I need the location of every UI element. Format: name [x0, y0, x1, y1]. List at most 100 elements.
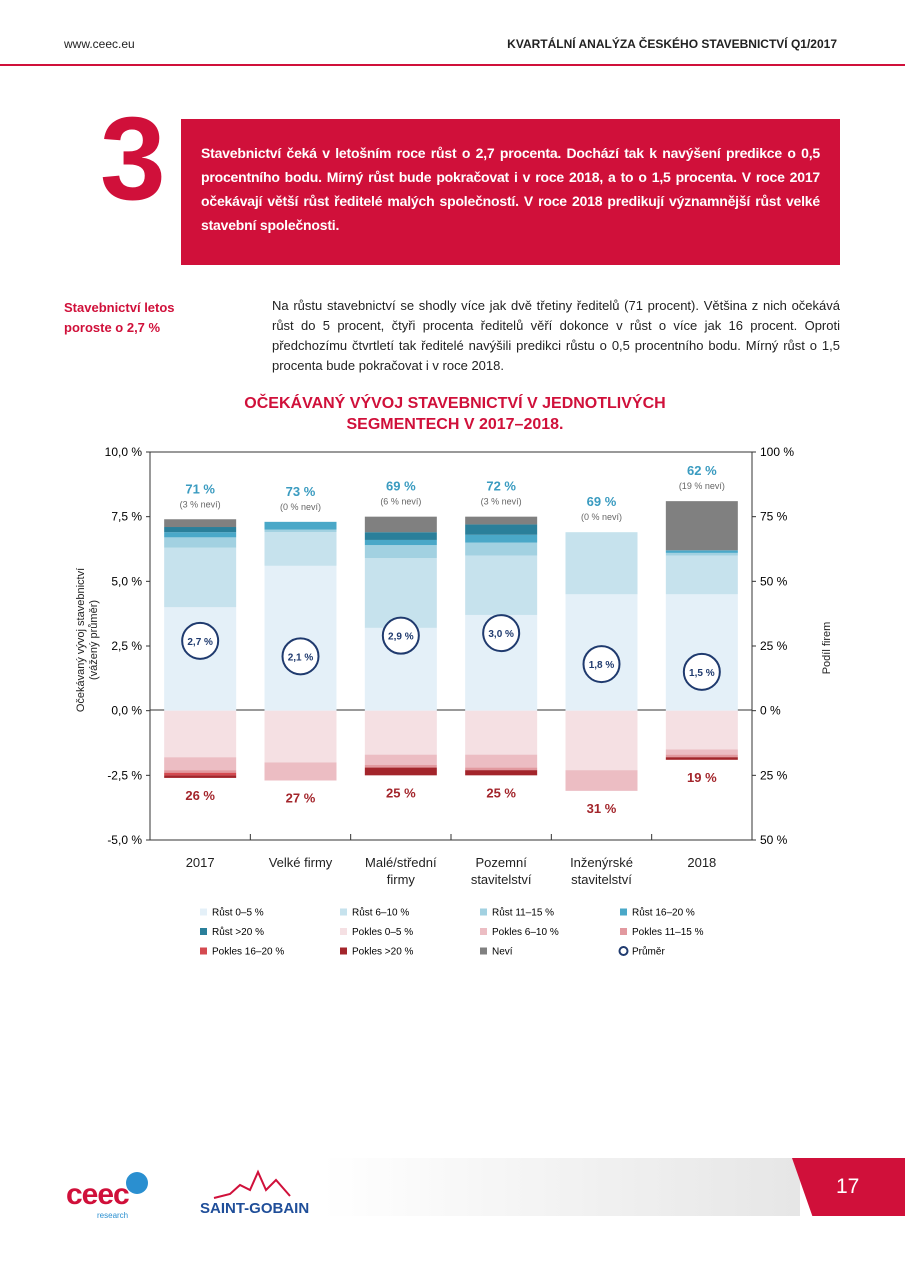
y2-tick-label: 50 %: [760, 574, 788, 588]
legend-swatch: [618, 946, 629, 956]
mean-marker: [181, 621, 220, 660]
bar-segment: [465, 555, 538, 615]
bar-segment: [364, 764, 437, 768]
y-tick-label: 5,0 %: [111, 574, 142, 588]
mean-marker: [582, 645, 621, 684]
legend-label: Pokles 6–10 %: [492, 927, 559, 938]
y2-tick-label: 25 %: [760, 768, 788, 782]
bar-segment: [364, 532, 437, 540]
chart-title: OČEKÁVANÝ VÝVOJ STAVEBNICTVÍ V JEDNOTLIV…: [244, 395, 666, 433]
bar-segment: [465, 516, 538, 525]
bar-segment: [264, 532, 337, 566]
page-number: 17: [836, 1175, 860, 1198]
bar-segment: [364, 558, 437, 628]
legend-label: Pokles 0–5 %: [352, 927, 413, 938]
bar-segment: [665, 749, 738, 755]
unknown-label: (19 % neví): [679, 481, 725, 491]
mean-marker: [482, 614, 521, 653]
legend-label: Růst 11–15 %: [492, 907, 554, 919]
bar-segment: [465, 770, 538, 776]
y-tick-label: 2,5 %: [111, 639, 142, 653]
x-tick-label: Velké firmy: [268, 855, 333, 870]
ceec-logo-sub: research: [97, 1211, 129, 1220]
y-tick-label: 10,0 %: [105, 445, 143, 459]
decline-label: 31 %: [587, 801, 617, 816]
bar-segment: [164, 757, 237, 771]
growth-label: 69 %: [587, 494, 617, 509]
bar-segment: [164, 547, 237, 608]
growth-label: 72 %: [486, 479, 516, 494]
site-url: www.ceec.eu: [64, 37, 135, 51]
bar-segment: [364, 539, 437, 546]
legend-swatch: [200, 947, 207, 955]
y-tick-label: 7,5 %: [111, 510, 142, 524]
footer-band: [322, 1158, 800, 1216]
y2-tick-label: 50 %: [760, 833, 788, 847]
growth-label: 69 %: [386, 479, 416, 494]
x-tick-label: Inženýrské stavitelství: [570, 855, 633, 887]
mean-label: 1,5 %: [689, 668, 715, 679]
y2-tick-label: 100 %: [760, 445, 794, 459]
bar-segment: [665, 757, 738, 760]
bar-segment: [364, 754, 437, 765]
mean-label: 2,9 %: [388, 632, 414, 643]
bar-segment: [264, 710, 337, 763]
growth-label: 73 %: [286, 484, 316, 499]
mean-marker: [281, 637, 320, 676]
legend-label: Pokles >20 %: [352, 947, 414, 958]
bar-segment: [164, 772, 237, 776]
highlight-box: Stavebnictví čeká v letošním roce růst o…: [181, 119, 840, 265]
legend-swatch: [200, 928, 207, 935]
legend-swatch: [480, 947, 487, 955]
bar-segment: [565, 710, 638, 771]
bar-segment: [164, 537, 237, 548]
legend-label: Průměr: [632, 946, 665, 958]
header-rule: [0, 64, 905, 66]
bar-segment: [264, 762, 337, 781]
decline-label: 25 %: [486, 785, 516, 800]
mean-label: 3,0 %: [488, 629, 514, 640]
bar-segment: [465, 710, 538, 755]
decline-label: 27 %: [286, 791, 316, 806]
legend-label: Neví: [492, 947, 513, 958]
decline-label: 19 %: [687, 770, 717, 785]
bar-segment: [264, 521, 337, 530]
bar-segment: [565, 770, 638, 791]
bar-segment: [465, 542, 538, 556]
legend-swatch: [620, 928, 627, 935]
y-tick-label: -2,5 %: [107, 768, 142, 782]
bar-segment: [665, 754, 738, 758]
legend-swatch: [340, 928, 347, 935]
partner-logo: SAINT-GOBAIN: [200, 1200, 310, 1217]
growth-label: 71 %: [185, 481, 215, 496]
x-tick-label: Malé/střední firmy: [365, 855, 437, 887]
legend-swatch: [620, 908, 627, 916]
bar-segment: [364, 545, 437, 559]
bar-segment: [465, 524, 538, 535]
bar-segment: [164, 527, 237, 533]
y-tick-label: -5,0 %: [107, 833, 142, 847]
section-number: 3: [100, 93, 166, 225]
ceec-logo-icon: [126, 1172, 148, 1194]
legend-swatch: [200, 908, 207, 916]
mean-marker: [381, 616, 420, 655]
mean-marker: [682, 652, 721, 691]
legend-label: Růst 6–10 %: [352, 907, 409, 919]
ceec-logo: ceec: [66, 1178, 130, 1211]
bar-segment: [665, 550, 738, 553]
unknown-label: (0 % neví): [280, 502, 321, 512]
bar-segment: [164, 710, 237, 758]
bar-segment: [465, 767, 538, 771]
decline-label: 25 %: [386, 785, 416, 800]
growth-label: 62 %: [687, 463, 717, 478]
unknown-label: (6 % neví): [380, 497, 421, 507]
bar-segment: [665, 552, 738, 556]
header-title: KVARTÁLNÍ ANALÝZA ČESKÉHO STAVEBNICTVÍ Q…: [507, 37, 837, 51]
bar-segment: [364, 516, 437, 533]
x-tick-label: 2017: [185, 855, 215, 870]
decline-label: 26 %: [185, 788, 215, 803]
x-tick-label: Pozemní stavitelství: [470, 855, 532, 887]
mean-label: 2,7 %: [187, 637, 213, 648]
unknown-label: (3 % neví): [481, 497, 522, 507]
